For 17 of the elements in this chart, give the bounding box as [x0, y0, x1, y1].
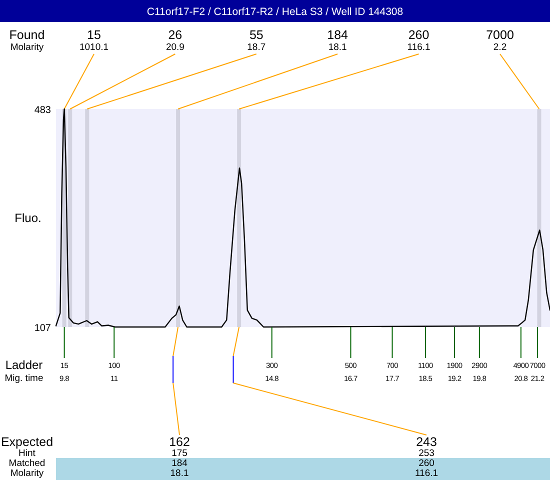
annotation: 260 116.1 — [407, 28, 430, 53]
text: Ladder — [5, 358, 43, 372]
annotation: 162 175 184 18.1 — [169, 435, 190, 479]
text: Expected Hint Matched Molarity — [0, 435, 54, 479]
annotation: 15 1010.1 — [79, 28, 109, 53]
y-axis-title: Fluo. — [14, 211, 42, 225]
annotation: 243 253 260 116.1 — [414, 435, 438, 479]
text: Found Molarity — [9, 28, 45, 53]
annotation: 7000 2.2 — [486, 28, 514, 53]
annotation: 184 18.1 — [327, 28, 348, 53]
annotation: 55 18.7 — [247, 28, 266, 53]
x-axis-title: Mig. time — [4, 373, 44, 384]
chart-title: C11orf17-F2 / C11orf17-R2 / HeLa S3 / Well ID 144308 — [146, 6, 404, 18]
y-tick-label: 107 — [34, 323, 52, 334]
y-tick-label: 483 — [34, 105, 52, 116]
annotation: 26 20.9 — [166, 28, 184, 53]
line-series — [55, 108, 550, 328]
